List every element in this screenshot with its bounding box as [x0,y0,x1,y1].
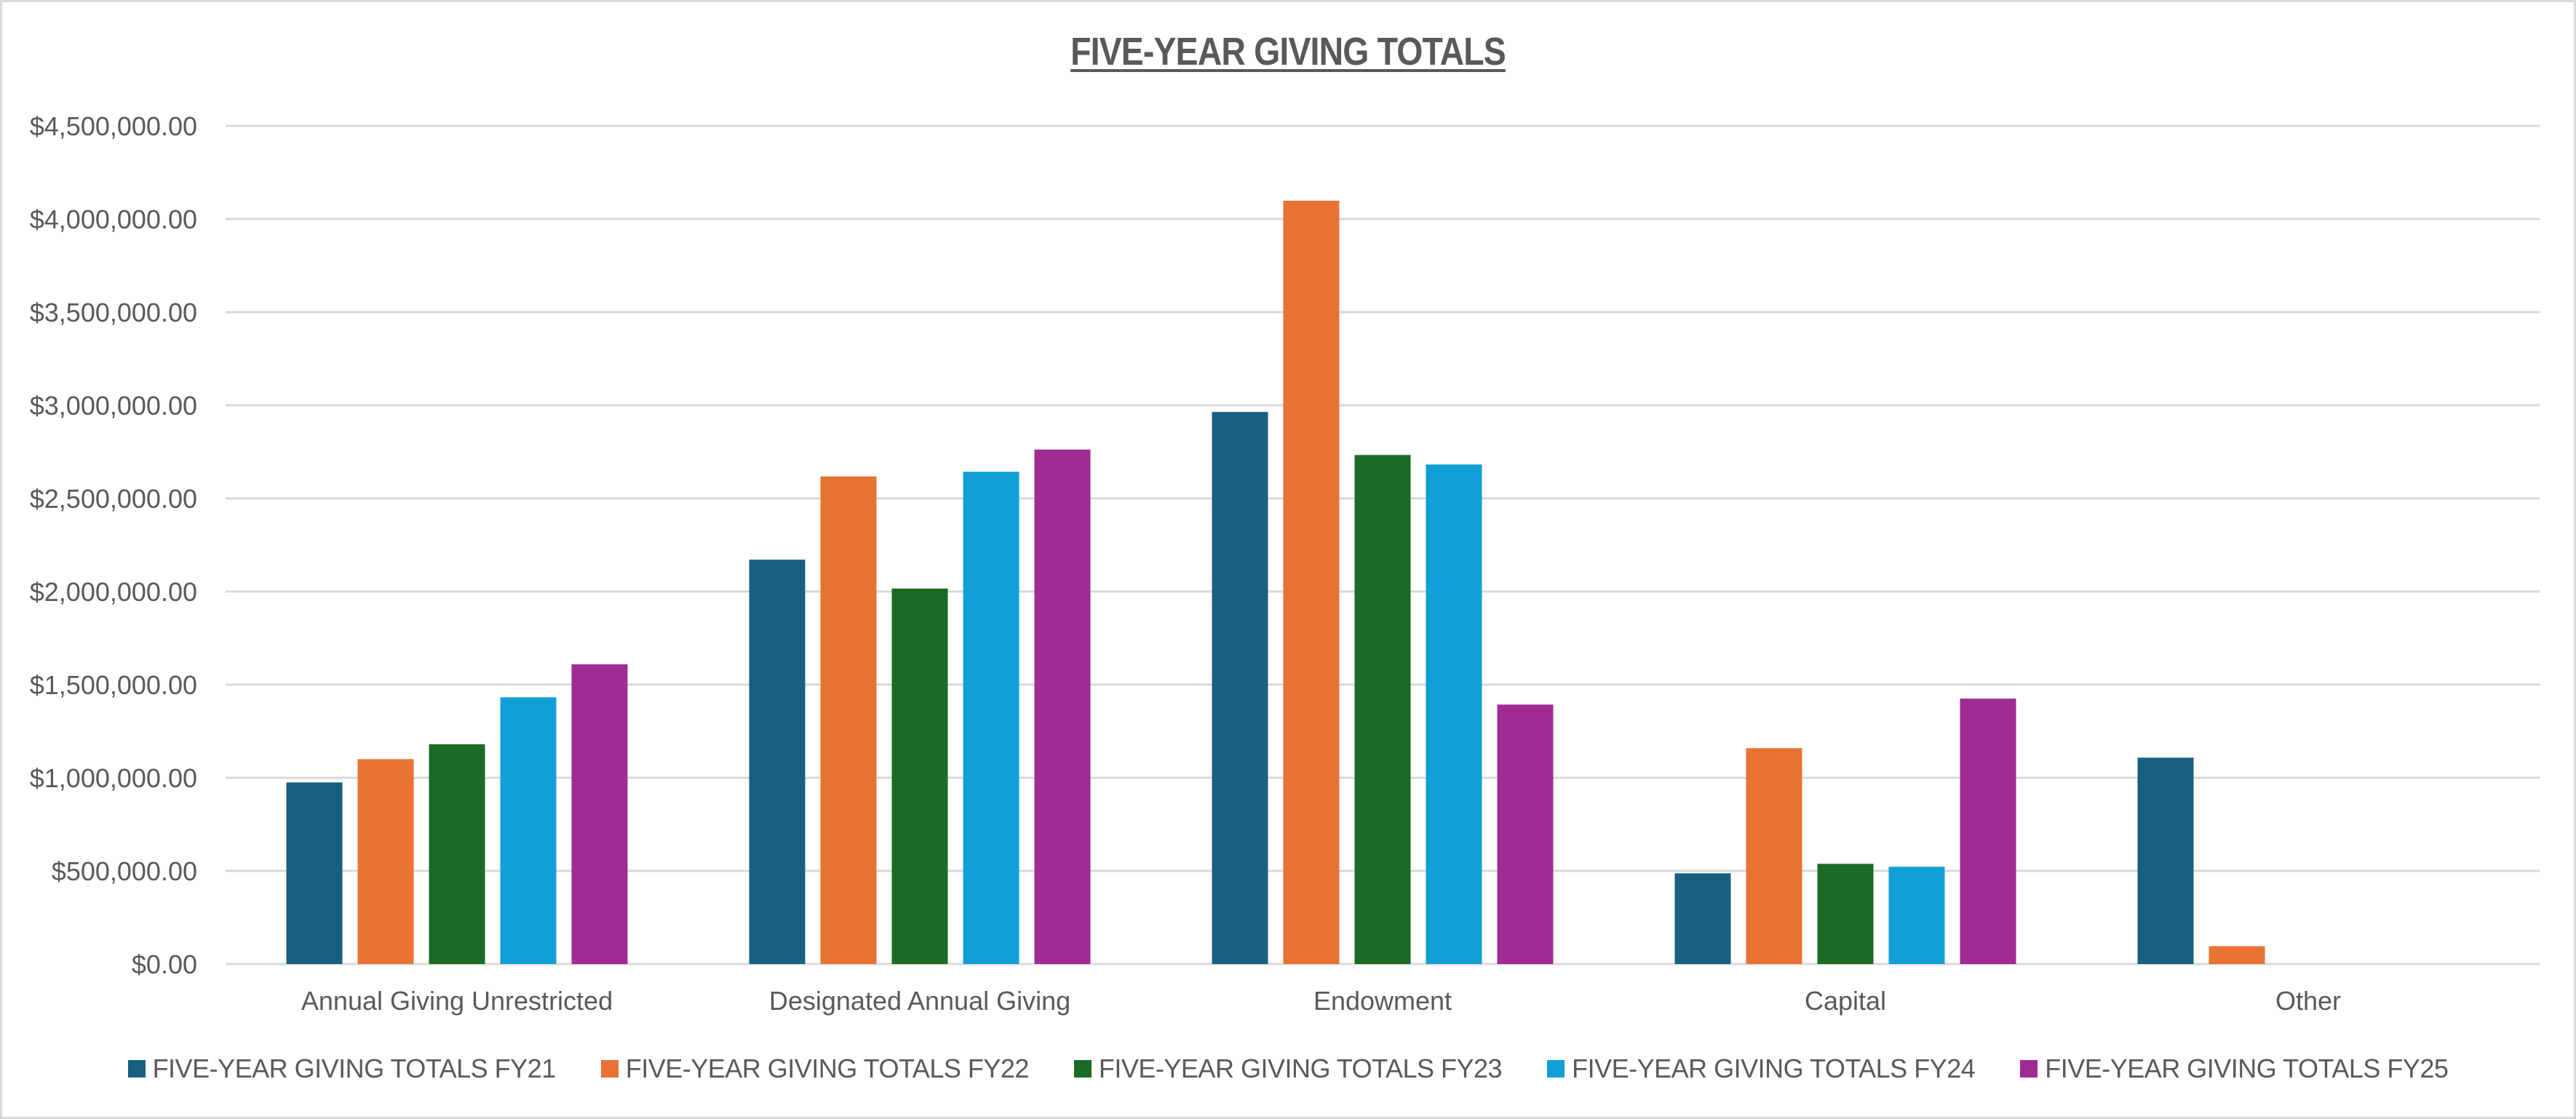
bar-designated-annual-giving-fy21 [749,560,806,964]
bar-capital-fy23 [1817,864,1874,964]
y-tick-label: $3,000,000.00 [30,391,197,421]
y-tick-label: $2,000,000.00 [30,577,197,607]
bar-endowment-fy24 [1426,464,1482,964]
legend-item: FIVE-YEAR GIVING TOTALS FY24 [1547,1054,1976,1084]
y-axis-tick-labels: $0.00 $500,000.00 $1,000,000.00 $1,500,000.… [30,111,197,979]
y-tick-label: $4,000,000.00 [30,204,197,234]
y-tick-label: $1,000,000.00 [30,763,197,793]
y-tick-label: $2,500,000.00 [30,484,197,514]
x-category-label: Capital [1805,986,1886,1016]
bar-other-fy22 [2209,946,2265,964]
bar-endowment-fy25 [1497,704,1554,964]
y-tick-label: $500,000.00 [52,856,197,886]
bar-designated-annual-giving-fy24 [963,471,1019,964]
legend-label: FIVE-YEAR GIVING TOTALS FY23 [1098,1054,1503,1083]
bar-designated-annual-giving-fy22 [820,476,877,964]
x-category-label: Endowment [1313,986,1452,1016]
x-category-label: Designated Annual Giving [769,986,1070,1016]
bar-designated-annual-giving-fy25 [1034,449,1091,964]
bar-capital-fy21 [1674,873,1731,964]
legend: FIVE-YEAR GIVING TOTALS FY21 FIVE-YEAR GI… [0,1051,2576,1087]
bar-annual-giving-unrestricted-fy22 [357,759,414,964]
bar-capital-fy24 [1888,867,1945,964]
legend-item: FIVE-YEAR GIVING TOTALS FY23 [1073,1054,1503,1084]
bar-capital-fy25 [1960,698,2016,964]
bar-other-fy21 [2137,757,2194,964]
x-category-label: Annual Giving Unrestricted [301,986,613,1016]
bar-annual-giving-unrestricted-fy24 [500,697,557,964]
legend-swatch [1547,1060,1565,1078]
bar-annual-giving-unrestricted-fy23 [429,744,485,964]
bar-designated-annual-giving-fy23 [891,588,948,964]
legend-label: FIVE-YEAR GIVING TOTALS FY25 [2045,1054,2449,1083]
bar-endowment-fy21 [1212,412,1268,964]
x-category-label: Other [2275,986,2341,1016]
legend-label: FIVE-YEAR GIVING TOTALS FY22 [625,1054,1030,1083]
legend-swatch [127,1060,146,1078]
legend-item: FIVE-YEAR GIVING TOTALS FY21 [127,1054,557,1084]
bar-annual-giving-unrestricted-fy25 [571,664,628,964]
y-tick-label: $0.00 [132,949,197,979]
bar-endowment-fy23 [1354,455,1411,964]
legend-label: FIVE-YEAR GIVING TOTALS FY24 [1572,1054,1976,1083]
y-tick-label: $1,500,000.00 [30,670,197,700]
legend-swatch [600,1060,619,1078]
legend-item: FIVE-YEAR GIVING TOTALS FY22 [600,1054,1030,1084]
legend-swatch [2020,1060,2038,1078]
legend-label: FIVE-YEAR GIVING TOTALS FY21 [152,1054,557,1083]
x-axis-category-labels: Annual Giving Unrestricted Designated Ann… [301,986,2341,1016]
bar-annual-giving-unrestricted-fy21 [286,782,343,964]
bar-capital-fy22 [1746,748,1802,964]
bar-endowment-fy22 [1283,200,1340,964]
legend-swatch [1073,1060,1092,1078]
bars [286,200,2265,964]
chart-title: FIVE-YEAR GIVING TOTALS [1070,30,1506,73]
legend-item: FIVE-YEAR GIVING TOTALS FY25 [2020,1054,2449,1084]
y-tick-label: $4,500,000.00 [30,111,197,141]
y-tick-label: $3,500,000.00 [30,298,197,327]
